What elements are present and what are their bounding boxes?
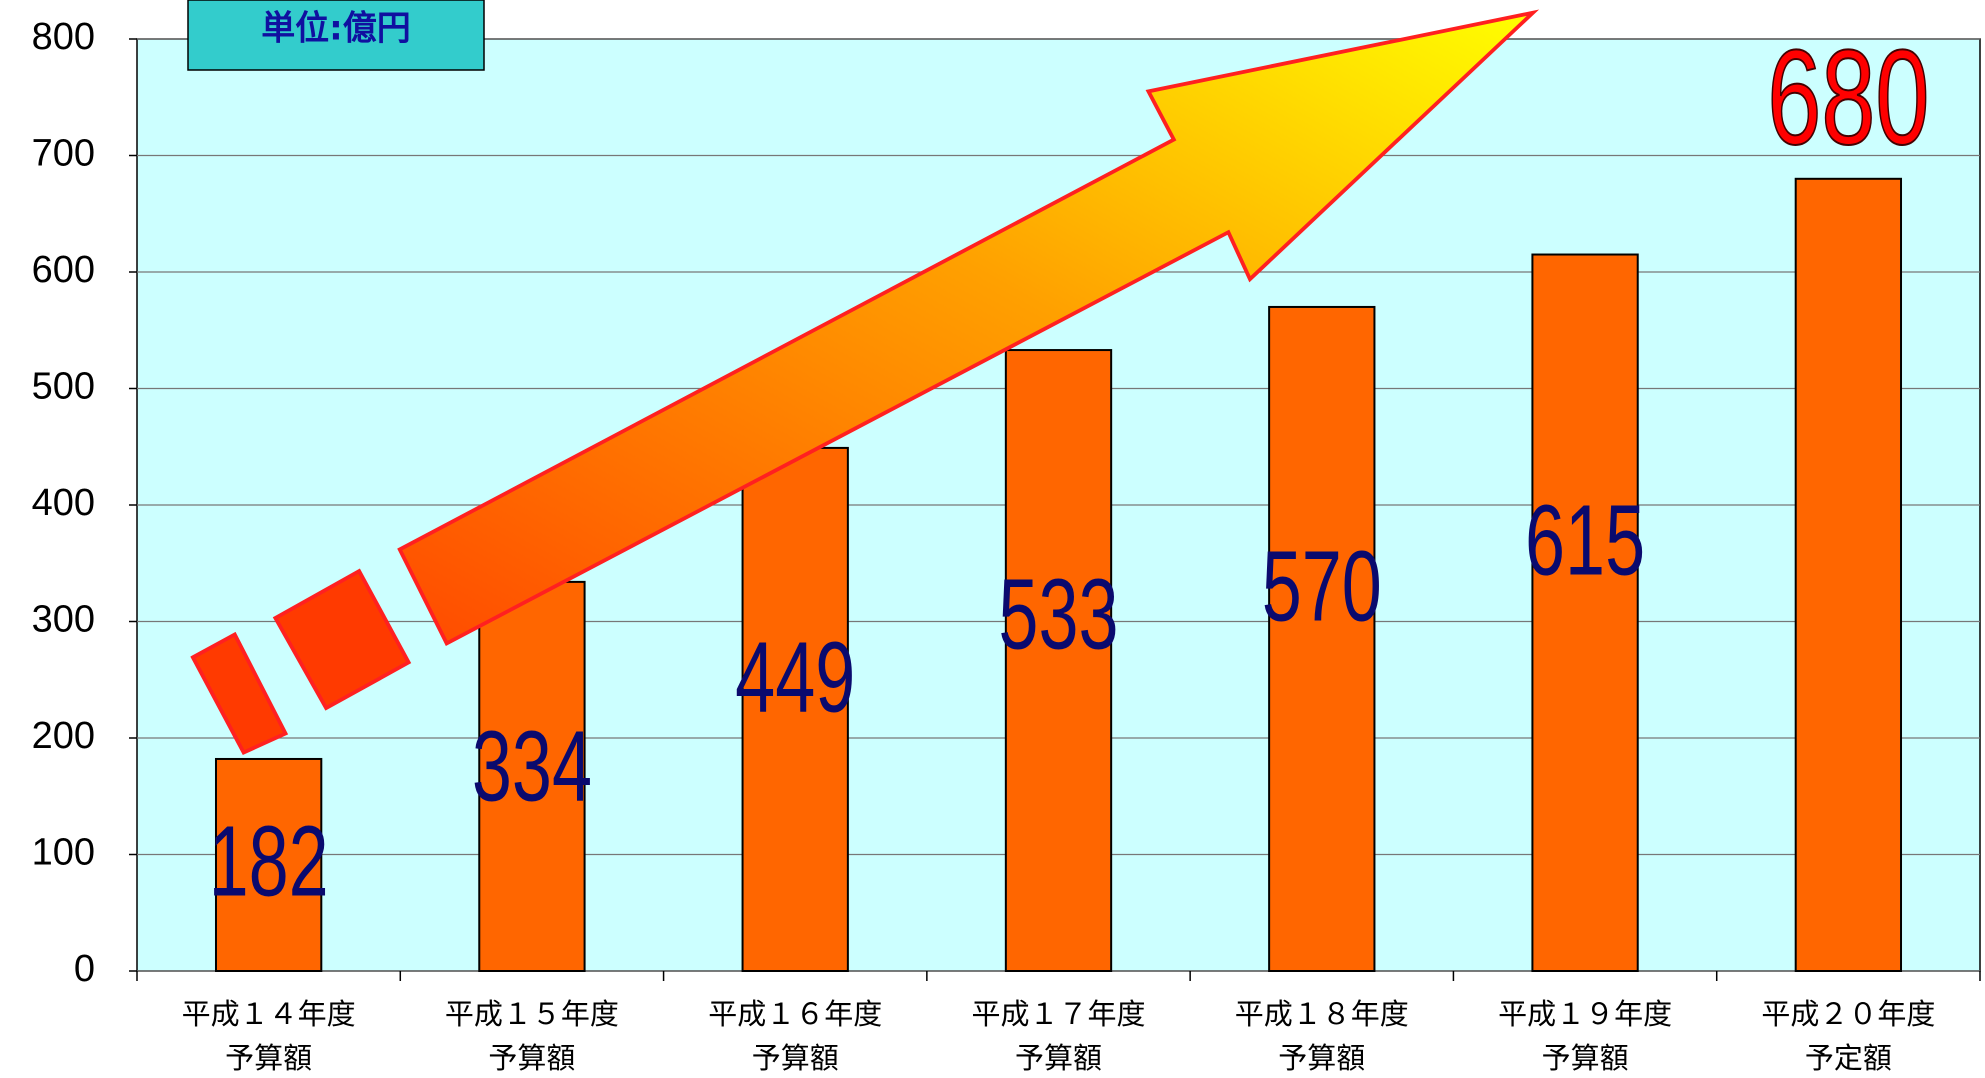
bars <box>214 177 1903 973</box>
value-label: 680 <box>1767 22 1929 172</box>
y-tick-label: 600 <box>32 249 95 291</box>
value-label: 533 <box>998 559 1118 670</box>
x-tick-label: 平成１９年度 <box>1498 997 1672 1031</box>
bar <box>1004 349 1113 972</box>
x-tick-label: 平成１６年度 <box>708 997 882 1031</box>
x-tick-label: 予算額 <box>1015 1041 1102 1075</box>
x-tick-label: 予算額 <box>1542 1041 1629 1075</box>
y-tick-label: 700 <box>32 133 95 175</box>
y-tick-label: 500 <box>32 366 95 408</box>
value-label: 182 <box>209 806 329 917</box>
bar <box>478 580 586 972</box>
value-label: 334 <box>472 711 592 822</box>
y-tick-label: 200 <box>32 715 95 757</box>
value-label: 570 <box>1262 531 1382 642</box>
x-tick-label: 平成１４年度 <box>182 997 356 1031</box>
bar <box>214 757 323 972</box>
y-tick-label: 300 <box>32 599 95 641</box>
unit-label: 単位:億円 <box>261 9 411 49</box>
bar <box>1268 305 1376 972</box>
x-tick-label: 平成２０年度 <box>1761 997 1935 1031</box>
arrow-dash <box>272 568 412 711</box>
trend-arrow <box>190 9 1540 755</box>
x-tick-label: 予算額 <box>488 1041 575 1075</box>
labels: 0100200300400500600700800平成１４年度予算額182平成１… <box>32 16 1936 1075</box>
arrow-dash <box>190 631 289 755</box>
y-tick-label: 800 <box>32 16 95 58</box>
y-tick-label: 100 <box>32 832 95 874</box>
value-label: 615 <box>1525 485 1645 596</box>
bar <box>741 446 849 973</box>
y-tick-label: 400 <box>32 482 95 524</box>
bar <box>1531 253 1639 972</box>
x-tick-label: 平成１７年度 <box>971 997 1145 1031</box>
x-tick-label: 予算額 <box>752 1041 839 1075</box>
value-label: 449 <box>735 622 855 733</box>
x-tick-label: 予算額 <box>1278 1041 1365 1075</box>
x-tick-label: 平成１８年度 <box>1235 997 1409 1031</box>
x-tick-label: 予定額 <box>1805 1041 1892 1075</box>
bar <box>1794 177 1903 973</box>
x-tick-label: 予算額 <box>225 1041 312 1075</box>
x-tick-label: 平成１５年度 <box>445 997 619 1031</box>
unit-box <box>187 0 485 71</box>
y-tick-label: 0 <box>74 948 95 990</box>
arrow <box>397 9 1540 646</box>
